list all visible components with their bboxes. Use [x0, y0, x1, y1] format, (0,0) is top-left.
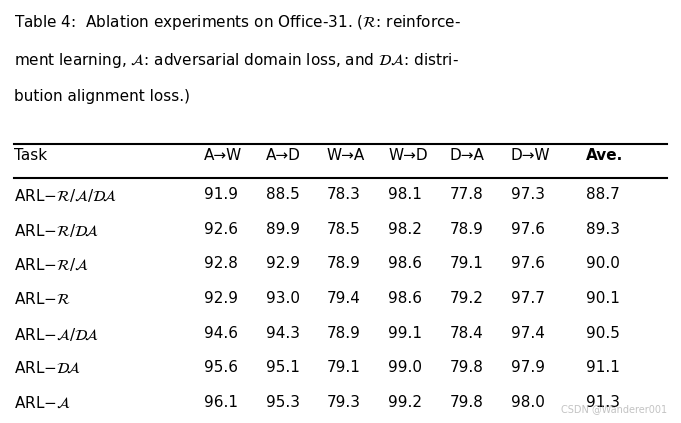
Text: 95.3: 95.3	[266, 395, 300, 410]
Text: 78.3: 78.3	[327, 187, 361, 202]
Text: 99.1: 99.1	[388, 326, 422, 341]
Text: 97.6: 97.6	[511, 256, 545, 271]
Text: 92.9: 92.9	[266, 256, 300, 271]
Text: 97.4: 97.4	[511, 326, 545, 341]
Text: 89.3: 89.3	[586, 222, 620, 236]
Text: ARL$-\mathcal{D}\!\mathcal{A}$: ARL$-\mathcal{D}\!\mathcal{A}$	[14, 360, 80, 376]
Text: 79.2: 79.2	[449, 291, 484, 306]
Text: D→A: D→A	[449, 148, 484, 163]
Text: 92.6: 92.6	[204, 222, 238, 236]
Text: 98.6: 98.6	[388, 291, 422, 306]
Text: 97.6: 97.6	[511, 222, 545, 236]
Text: 79.3: 79.3	[327, 395, 361, 410]
Text: A→W: A→W	[204, 148, 242, 163]
Text: 95.1: 95.1	[266, 360, 300, 375]
Text: 96.1: 96.1	[204, 395, 238, 410]
Text: 99.0: 99.0	[388, 360, 422, 375]
Text: 97.9: 97.9	[511, 360, 545, 375]
Text: 93.0: 93.0	[266, 291, 300, 306]
Text: 98.2: 98.2	[388, 222, 422, 236]
Text: 92.9: 92.9	[204, 291, 238, 306]
Text: 78.9: 78.9	[327, 256, 361, 271]
Text: 88.5: 88.5	[266, 187, 300, 202]
Text: 91.1: 91.1	[586, 360, 620, 375]
Text: ARL$-\mathcal{A}/\mathcal{D}\!\mathcal{A}$: ARL$-\mathcal{A}/\mathcal{D}\!\mathcal{A…	[14, 326, 98, 343]
Text: 79.1: 79.1	[327, 360, 361, 375]
Text: ARL$-\mathcal{A}$: ARL$-\mathcal{A}$	[14, 395, 70, 410]
Text: W→A: W→A	[327, 148, 365, 163]
Text: 94.6: 94.6	[204, 326, 238, 341]
Text: D→W: D→W	[511, 148, 550, 163]
Text: 78.9: 78.9	[449, 222, 484, 236]
Text: ARL$-\mathcal{R}$: ARL$-\mathcal{R}$	[14, 291, 70, 307]
Text: 79.1: 79.1	[449, 256, 484, 271]
Text: Task: Task	[14, 148, 47, 163]
Text: 98.1: 98.1	[388, 187, 422, 202]
Text: ARL$-\mathcal{R}/\mathcal{A}/\mathcal{D}\!\mathcal{A}$: ARL$-\mathcal{R}/\mathcal{A}/\mathcal{D}…	[14, 187, 116, 204]
Text: Ave.: Ave.	[586, 148, 623, 163]
Text: 97.3: 97.3	[511, 187, 545, 202]
Text: 79.4: 79.4	[327, 291, 361, 306]
Text: 79.8: 79.8	[449, 360, 484, 375]
Text: 90.1: 90.1	[586, 291, 620, 306]
Text: CSDN @Wanderer001: CSDN @Wanderer001	[561, 404, 667, 415]
Text: A→D: A→D	[266, 148, 300, 163]
Text: 77.8: 77.8	[449, 187, 484, 202]
Text: 91.3: 91.3	[586, 395, 620, 410]
Text: 94.3: 94.3	[266, 326, 300, 341]
Text: 78.5: 78.5	[327, 222, 361, 236]
Text: 88.7: 88.7	[586, 187, 620, 202]
Text: 90.0: 90.0	[586, 256, 620, 271]
Text: 95.6: 95.6	[204, 360, 238, 375]
Text: 91.9: 91.9	[204, 187, 238, 202]
Text: 98.0: 98.0	[511, 395, 545, 410]
Text: ment learning, $\mathcal{A}$: adversarial domain loss, and $\mathcal{DA}$: distr: ment learning, $\mathcal{A}$: adversaria…	[14, 51, 458, 70]
Text: 79.8: 79.8	[449, 395, 484, 410]
Text: 90.5: 90.5	[586, 326, 620, 341]
Text: W→D: W→D	[388, 148, 428, 163]
Text: 97.7: 97.7	[511, 291, 545, 306]
Text: ARL$-\mathcal{R}/\mathcal{A}$: ARL$-\mathcal{R}/\mathcal{A}$	[14, 256, 89, 273]
Text: 78.9: 78.9	[327, 326, 361, 341]
Text: 92.8: 92.8	[204, 256, 238, 271]
Text: 78.4: 78.4	[449, 326, 484, 341]
Text: 99.2: 99.2	[388, 395, 422, 410]
Text: ARL$-\mathcal{R}/\mathcal{D}\!\mathcal{A}$: ARL$-\mathcal{R}/\mathcal{D}\!\mathcal{A…	[14, 222, 98, 239]
Text: bution alignment loss.): bution alignment loss.)	[14, 89, 189, 104]
Text: 89.9: 89.9	[266, 222, 300, 236]
Text: 98.6: 98.6	[388, 256, 422, 271]
Text: Table 4:  Ablation experiments on Office-31. ($\mathcal{R}$: reinforce-: Table 4: Ablation experiments on Office-…	[14, 13, 460, 32]
